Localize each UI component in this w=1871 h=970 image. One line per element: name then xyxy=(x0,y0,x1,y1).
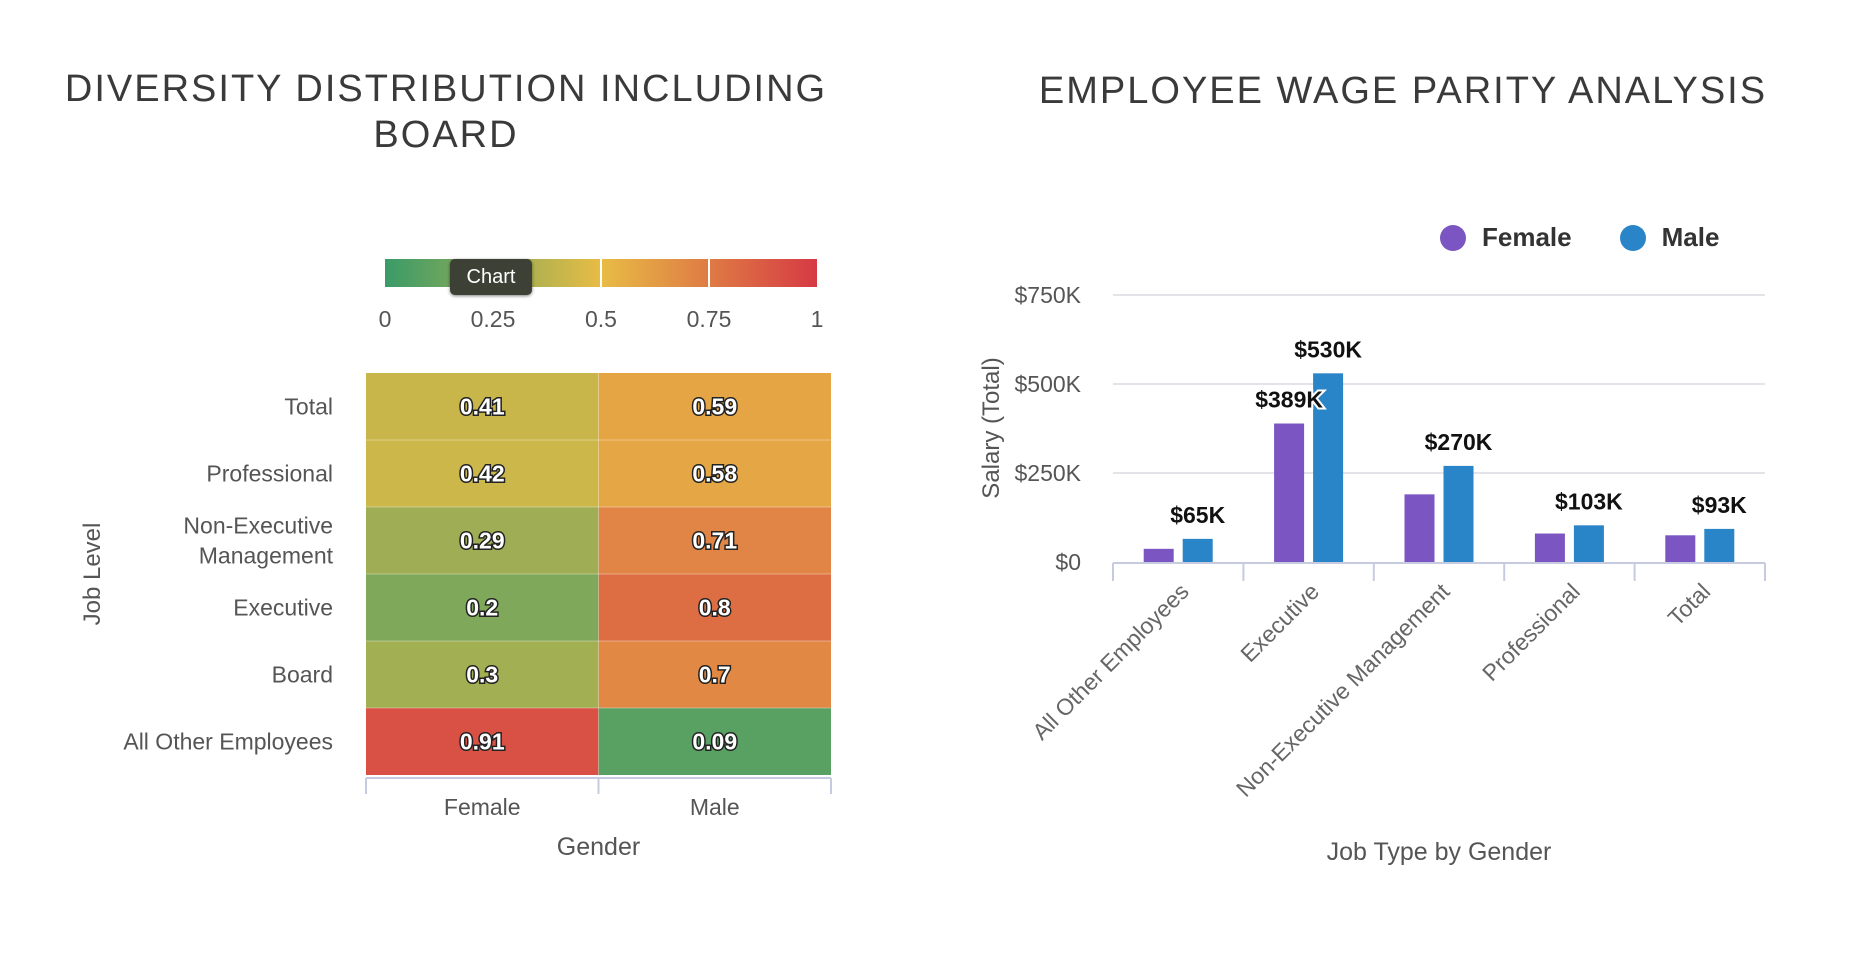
bar-y-tick-label: $500K xyxy=(1014,371,1081,397)
heatmap-cell-label: 0.3 xyxy=(466,662,498,688)
bar-data-label: $103K xyxy=(1555,488,1623,514)
heatmap-cell-label: 0.91 xyxy=(460,729,505,755)
heatmap-cell xyxy=(598,708,831,775)
heatmap-cell xyxy=(598,440,831,507)
heatmap-y-label: Total xyxy=(284,394,333,420)
bar-data-label: $65K xyxy=(1170,502,1225,528)
color-scale-tick-label: 1 xyxy=(811,306,824,332)
bar-male-professional xyxy=(1573,525,1604,562)
heatmap-cell-label: 0.09 xyxy=(692,729,737,755)
heatmap-cell xyxy=(366,507,599,574)
heatmap-cell xyxy=(598,574,831,641)
bar-x-category-label: Total xyxy=(1663,578,1716,631)
bar-y-tick-label: $750K xyxy=(1014,282,1081,308)
heatmap-x-axis-title: Gender xyxy=(557,833,640,861)
bar-data-label: $93K xyxy=(1692,492,1747,518)
color-scale-tick-label: 0 xyxy=(379,306,392,332)
bar-female-executive xyxy=(1274,423,1305,562)
heatmap-cell xyxy=(366,641,599,708)
heatmap-y-label: Executive xyxy=(233,595,333,621)
wage-parity-panel: EMPLOYEE WAGE PARITY ANALYSIS Female Mal… xyxy=(935,0,1871,970)
bar-male-non-executive-management xyxy=(1443,465,1474,562)
heatmap-cell-label: 0.42 xyxy=(460,461,505,487)
heatmap-y-label: Board xyxy=(272,662,333,688)
heatmap-title: DIVERSITY DISTRIBUTION INCLUDING BOARD xyxy=(64,68,828,156)
bar-y-tick-label: $250K xyxy=(1014,460,1081,486)
heatmap-cell-label: 0.58 xyxy=(692,461,737,487)
heatmap-cell-label: 0.7 xyxy=(699,662,731,688)
bar-x-category-label: All Other Employees xyxy=(1027,578,1194,745)
bar-x-category-label: Non-Executive Management xyxy=(1231,578,1455,802)
heatmap-cell xyxy=(598,373,831,440)
bar-y-axis-title: Salary (Total) xyxy=(978,357,1005,498)
heatmap-cell-label: 0.8 xyxy=(699,595,731,621)
chart-tooltip: Chart xyxy=(450,259,532,295)
heatmap-cell-label: 0.71 xyxy=(692,528,737,554)
heatmap-y-label: All Other Employees xyxy=(123,729,333,755)
bar-female-all-other-employees xyxy=(1143,548,1174,562)
bar-data-label: $389K xyxy=(1255,387,1323,413)
heatmap-cell xyxy=(598,507,831,574)
heatmap-y-label: Non-Executive xyxy=(183,513,333,539)
bar-female-total xyxy=(1665,535,1696,562)
bar-y-tick-label: $0 xyxy=(1055,549,1081,575)
heatmap-cell-label: 0.29 xyxy=(460,528,505,554)
legend-dot-female xyxy=(1440,224,1466,251)
bar-chart: $0 $250K $500K $750K All Other Employees Exec… xyxy=(978,282,1766,866)
diversity-heatmap-panel: DIVERSITY DISTRIBUTION INCLUDING BOARD 0… xyxy=(0,0,935,970)
heatmap-x-label: Female xyxy=(444,794,521,820)
heatmap-cell xyxy=(598,641,831,708)
heatmap-cell-label: 0.41 xyxy=(460,394,505,420)
heatmap-y-label: Management xyxy=(199,543,334,569)
bar-male-all-other-employees xyxy=(1182,538,1213,562)
bar-female-professional xyxy=(1534,533,1565,562)
bar-chart-title: EMPLOYEE WAGE PARITY ANALYSIS xyxy=(1038,70,1768,112)
bar-x-category-label: Executive xyxy=(1235,578,1324,667)
legend-item-female[interactable]: Female xyxy=(1440,222,1572,253)
legend-dot-male xyxy=(1619,224,1646,251)
bar-legend: Female Male xyxy=(1440,222,1767,253)
bar-data-label: $530K xyxy=(1294,336,1362,362)
legend-label-female: Female xyxy=(1482,222,1572,252)
heatmap-x-label: Male xyxy=(690,794,740,820)
color-scale-tick-label: 0.75 xyxy=(687,306,732,332)
color-scale-tick-label: 0.25 xyxy=(471,306,516,332)
heatmap-y-label: Professional xyxy=(206,461,333,487)
legend-label-male: Male xyxy=(1661,222,1720,252)
heatmap-cell xyxy=(366,708,599,775)
legend-item-male[interactable]: Male xyxy=(1619,222,1720,253)
color-scale-tick-label: 0.5 xyxy=(585,306,617,332)
heatmap-chart: 0 0.25 0.5 0.75 1 0.41 0.59 0.42 0.58 0.29 0.71 0.2… xyxy=(79,259,832,861)
heatmap-y-axis-title: Job Level xyxy=(79,523,106,626)
heatmap-cell xyxy=(366,440,599,507)
heatmap-cell xyxy=(366,373,599,440)
bar-x-category-label: Professional xyxy=(1477,578,1585,686)
heatmap-cell-label: 0.2 xyxy=(466,595,498,621)
heatmap-cell-label: 0.59 xyxy=(692,394,737,420)
bar-male-executive xyxy=(1313,373,1344,562)
bar-female-non-executive-management xyxy=(1404,494,1435,562)
bar-male-total xyxy=(1704,528,1735,562)
bar-data-label: $270K xyxy=(1425,429,1493,455)
bar-x-axis-title: Job Type by Gender xyxy=(1327,838,1552,866)
heatmap-cell xyxy=(366,574,599,641)
